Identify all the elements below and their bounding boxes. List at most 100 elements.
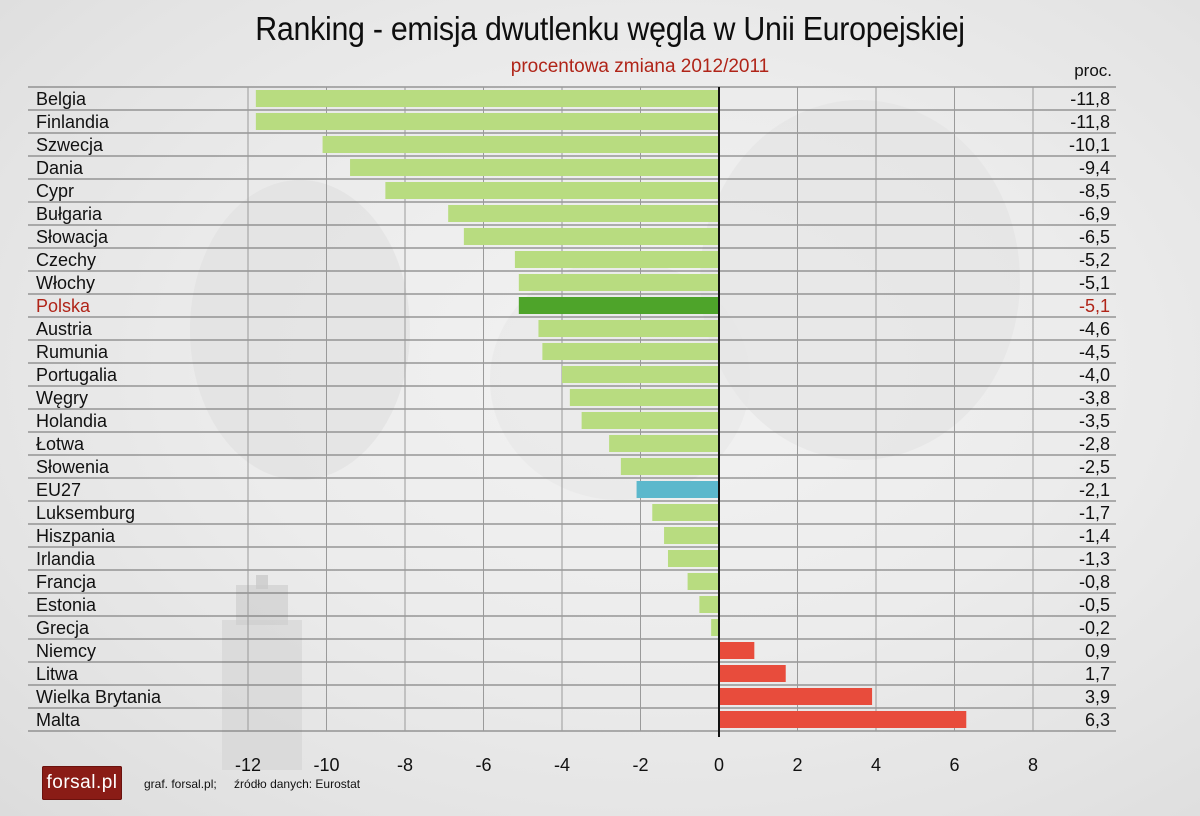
country-label: Niemcy — [36, 641, 96, 661]
source-credit: źródło danych: Eurostat — [234, 777, 361, 791]
bar-wielka-brytania — [719, 688, 873, 705]
country-label: Irlandia — [36, 549, 96, 569]
country-label: Szwecja — [36, 135, 104, 155]
value-label: -3,5 — [1079, 411, 1110, 431]
value-label: -1,7 — [1079, 503, 1110, 523]
value-label: -6,9 — [1079, 204, 1110, 224]
value-label: -0,2 — [1079, 618, 1110, 638]
x-tick-label: 4 — [871, 755, 881, 775]
value-label: -5,1 — [1079, 273, 1110, 293]
bar-czechy — [514, 251, 719, 268]
chart-subtitle: procentowa zmiana 2012/2011 — [510, 56, 770, 77]
country-label: Bułgaria — [36, 204, 103, 224]
bar-niemcy — [719, 642, 755, 659]
value-label: -10,1 — [1069, 135, 1110, 155]
bar-eu27 — [636, 481, 719, 498]
country-label: Cypr — [36, 181, 74, 201]
country-label: Holandia — [36, 411, 108, 431]
bar-hiszpania — [664, 527, 719, 544]
country-label: Litwa — [36, 664, 79, 684]
country-label: Malta — [36, 710, 81, 730]
bar-grecja — [711, 619, 719, 636]
country-label: Słowenia — [36, 457, 110, 477]
country-label: Węgry — [36, 388, 88, 408]
value-label: -4,0 — [1079, 365, 1110, 385]
country-label: Estonia — [36, 595, 97, 615]
forsal-logo: forsal.pl — [42, 766, 122, 800]
country-label: Dania — [36, 158, 84, 178]
bar-litwa — [719, 665, 786, 682]
bar-finlandia — [255, 113, 719, 130]
value-label: 6,3 — [1085, 710, 1110, 730]
bar-francja — [687, 573, 719, 590]
country-label: Słowacja — [36, 227, 109, 247]
bar-słowenia — [620, 458, 719, 475]
x-tick-label: 0 — [714, 755, 724, 775]
country-label: EU27 — [36, 480, 81, 500]
value-label: -2,8 — [1079, 434, 1110, 454]
country-label: Francja — [36, 572, 97, 592]
country-label: Włochy — [36, 273, 95, 293]
value-label: -5,1 — [1079, 296, 1110, 316]
bar-słowacja — [463, 228, 719, 245]
bar-austria — [538, 320, 719, 337]
value-label: -11,8 — [1070, 112, 1110, 132]
value-label: 3,9 — [1085, 687, 1110, 707]
x-tick-label: -6 — [475, 755, 491, 775]
country-label: Finlandia — [36, 112, 110, 132]
bar-polska — [518, 297, 719, 314]
bar-estonia — [699, 596, 719, 613]
value-label: -5,2 — [1079, 250, 1110, 270]
country-label: Austria — [36, 319, 93, 339]
x-tick-label: -2 — [632, 755, 648, 775]
country-label: Grecja — [36, 618, 90, 638]
bar-luksemburg — [652, 504, 719, 521]
country-label: Rumunia — [36, 342, 109, 362]
value-label: 0,9 — [1085, 641, 1110, 661]
bar-rumunia — [542, 343, 719, 360]
bar-włochy — [518, 274, 719, 291]
country-label: Polska — [36, 296, 91, 316]
value-label: -6,5 — [1079, 227, 1110, 247]
x-tick-label: 6 — [949, 755, 959, 775]
value-label: -0,8 — [1079, 572, 1110, 592]
chart-title: Ranking - emisja dwutlenku węgla w Unii … — [255, 10, 965, 47]
value-label: -2,1 — [1079, 480, 1110, 500]
bar-belgia — [255, 90, 719, 107]
value-label: -1,4 — [1079, 526, 1110, 546]
unit-label: proc. — [1074, 61, 1112, 80]
value-label: -1,3 — [1079, 549, 1110, 569]
country-label: Hiszpania — [36, 526, 116, 546]
value-label: -11,8 — [1070, 89, 1110, 109]
bar-szwecja — [322, 136, 719, 153]
value-label: -4,5 — [1079, 342, 1110, 362]
country-label: Luksemburg — [36, 503, 135, 523]
country-label: Portugalia — [36, 365, 118, 385]
value-label: -0,5 — [1079, 595, 1110, 615]
value-label: -3,8 — [1079, 388, 1110, 408]
bar-holandia — [581, 412, 719, 429]
bar-cypr — [385, 182, 719, 199]
value-label: -4,6 — [1079, 319, 1110, 339]
x-tick-label: -4 — [554, 755, 570, 775]
x-tick-label: -8 — [397, 755, 413, 775]
value-label: -8,5 — [1079, 181, 1110, 201]
value-label: -9,4 — [1079, 158, 1110, 178]
country-label: Czechy — [36, 250, 96, 270]
value-label: -2,5 — [1079, 457, 1110, 477]
x-tick-label: 2 — [792, 755, 802, 775]
bar-portugalia — [562, 366, 719, 383]
bar-łotwa — [609, 435, 719, 452]
country-label: Wielka Brytania — [36, 687, 162, 707]
bar-malta — [719, 711, 967, 728]
credit-line: graf. forsal.pl; źródło danych: Eurostat — [144, 777, 374, 791]
graphic-credit: graf. forsal.pl; — [144, 777, 217, 791]
bar-dania — [350, 159, 719, 176]
bar-węgry — [569, 389, 719, 406]
x-tick-label: -12 — [235, 755, 261, 775]
bar-irlandia — [667, 550, 719, 567]
country-label: Łotwa — [36, 434, 85, 454]
x-tick-label: -10 — [313, 755, 339, 775]
value-label: 1,7 — [1085, 664, 1110, 684]
